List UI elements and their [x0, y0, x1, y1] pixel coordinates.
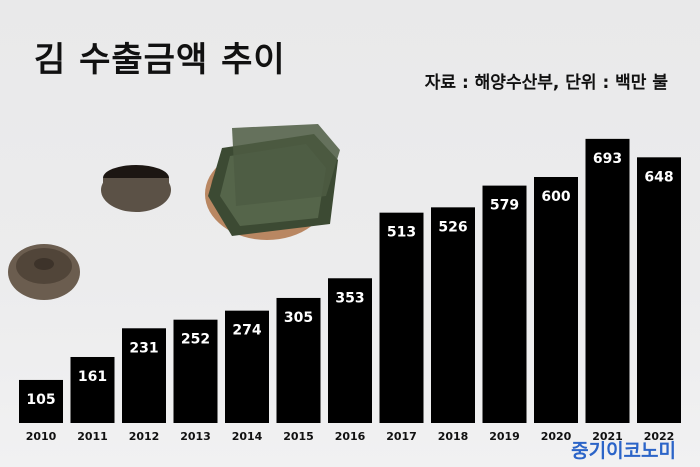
bar-2016: [328, 278, 372, 423]
x-tick-label: 2015: [283, 430, 314, 443]
x-tick-label: 2022: [644, 430, 675, 443]
x-tick-label: 2017: [386, 430, 417, 443]
x-tick-label: 2018: [438, 430, 469, 443]
x-tick-label: 2013: [180, 430, 211, 443]
bar-value-label: 105: [26, 392, 55, 408]
source-note: 자료 : 해양수산부, 단위 : 백만 불: [424, 73, 668, 93]
x-tick-label: 2021: [592, 430, 623, 443]
bar-2019: [482, 185, 527, 423]
bar-2013: [173, 319, 218, 423]
bar-value-label: 513: [387, 225, 416, 241]
bar-2022: [637, 157, 681, 423]
bar-2012: [122, 328, 166, 423]
bar-value-label: 648: [644, 169, 673, 185]
bar-value-label: 526: [438, 219, 467, 235]
bar-2010: [19, 379, 63, 423]
x-tick-label: 2012: [129, 430, 160, 443]
bar-value-label: 231: [129, 340, 158, 356]
bar-2017: [379, 212, 424, 423]
x-tick-label: 2014: [232, 430, 263, 443]
bar-2011: [70, 356, 115, 423]
bar-2021: [585, 138, 630, 423]
watermark-logo: 중기이코노미: [571, 440, 676, 462]
x-tick-label: 2016: [335, 430, 366, 443]
bar-2020: [534, 177, 578, 423]
x-tick-label: 2020: [541, 430, 572, 443]
bar-value-label: 161: [78, 369, 107, 385]
bar-value-label: 693: [593, 151, 622, 167]
bar-value-label: 600: [541, 189, 570, 205]
bar-value-label: 305: [284, 310, 313, 326]
bar-value-label: 274: [232, 323, 261, 339]
bar-value-label: 353: [335, 290, 364, 306]
bar-value-label: 252: [181, 332, 210, 348]
bar-2018: [431, 207, 475, 423]
bar-2015: [276, 297, 321, 423]
bar-2014: [225, 310, 269, 423]
x-tick-label: 2010: [26, 430, 57, 443]
x-tick-label: 2011: [77, 430, 108, 443]
bar-value-label: 579: [490, 198, 519, 214]
x-tick-label: 2019: [489, 430, 520, 443]
chart-title: 김 수출금액 추이: [34, 40, 286, 80]
decorative-image: [8, 124, 340, 300]
